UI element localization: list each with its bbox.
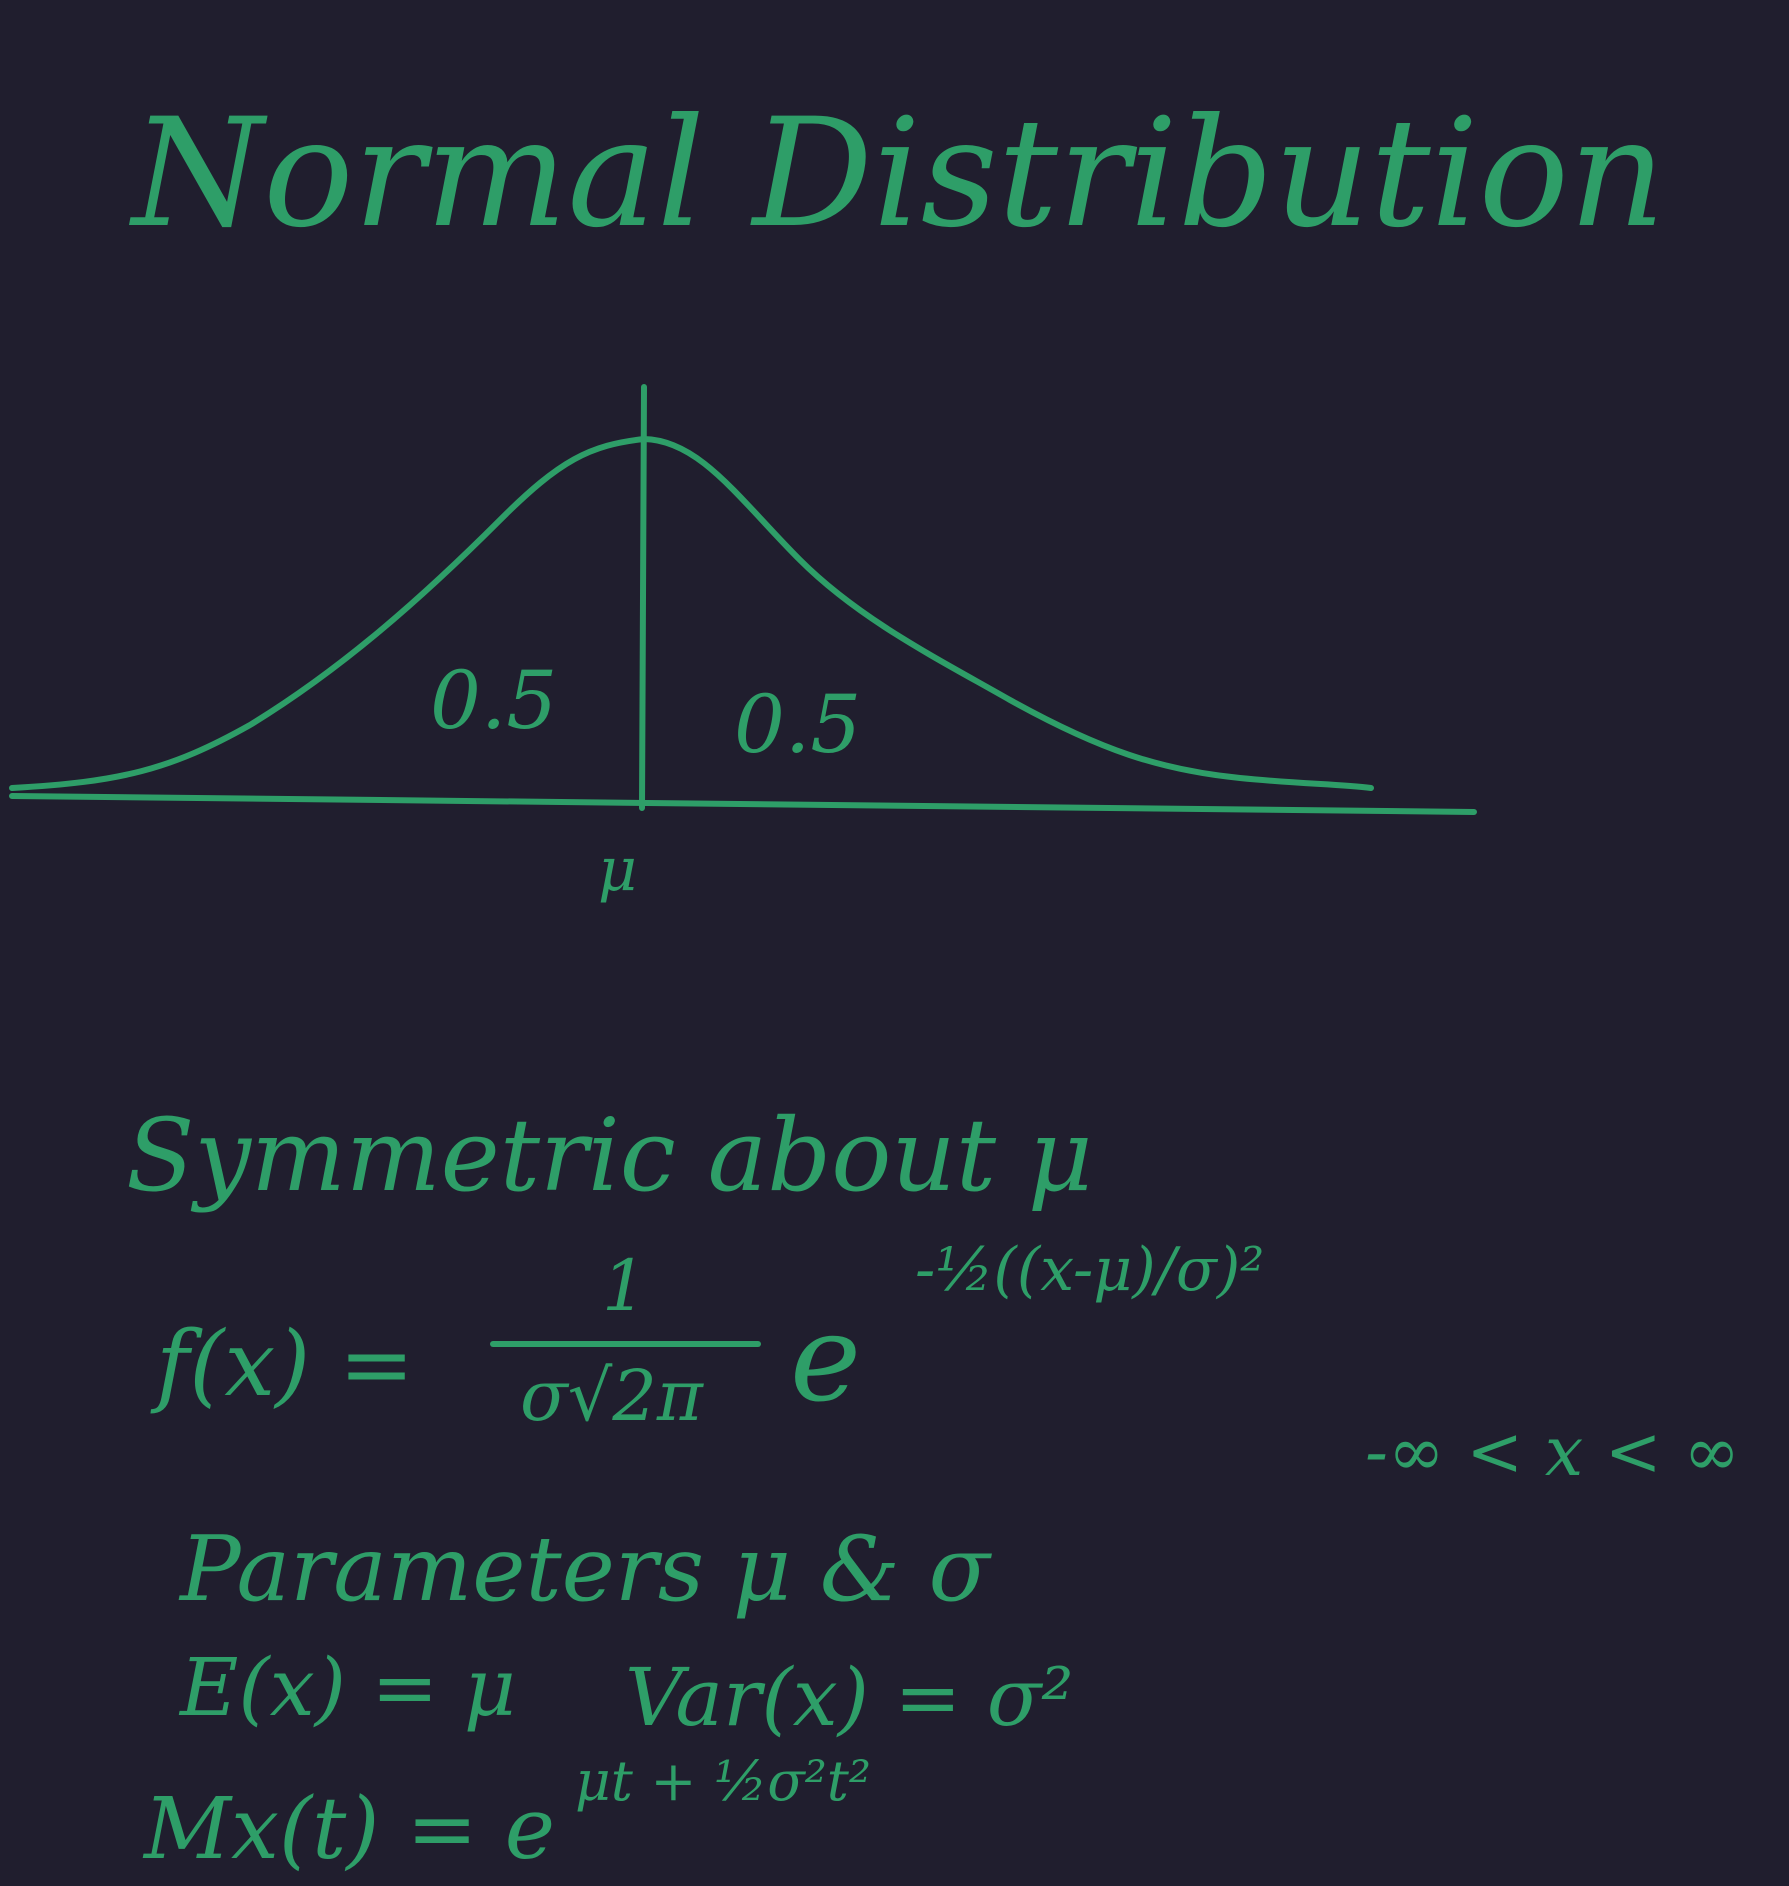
title: Normal Distribution — [129, 87, 1666, 261]
mgf-exponent: μt + ½σ²t² — [575, 1749, 871, 1813]
x-axis — [9, 793, 1477, 815]
mean-line — [639, 384, 647, 811]
variance-note: Var(x) = σ² — [625, 1651, 1073, 1744]
parameters-note: Parameters μ & σ — [178, 1517, 993, 1622]
mean-note: E(x) = μ — [178, 1641, 516, 1734]
pdf-numerator: 1 — [602, 1245, 647, 1327]
domain-note: -∞ < x < ∞ — [1365, 1413, 1740, 1492]
symmetry-note: Symmetric about μ — [126, 1097, 1093, 1214]
pdf-denominator: σ√2π — [520, 1355, 705, 1437]
bell-curve — [9, 436, 1374, 791]
mgf-lhs: Mx(t) = e — [142, 1780, 555, 1879]
right-area-label: 0.5 — [734, 678, 861, 771]
mean-label: μ — [598, 835, 637, 905]
pdf-lhs: f(x) = — [150, 1312, 414, 1417]
left-area-label: 0.5 — [430, 654, 557, 747]
pdf-base: e — [790, 1290, 861, 1429]
pdf-exponent: -½((x-μ)/σ)² — [915, 1235, 1264, 1305]
